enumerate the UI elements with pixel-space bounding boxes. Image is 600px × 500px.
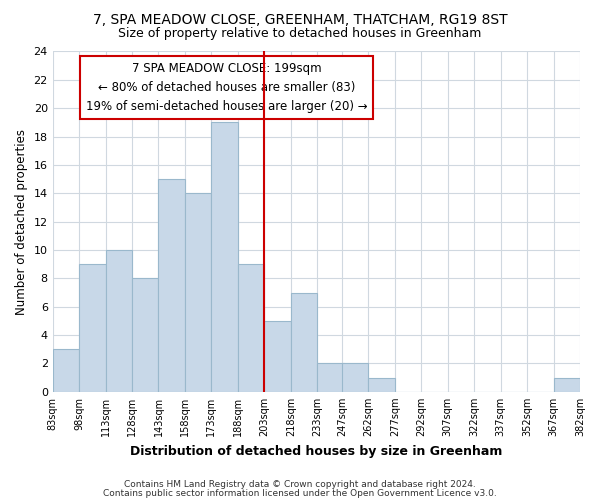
Bar [291,292,317,392]
Bar [158,179,185,392]
Bar [185,194,211,392]
Bar [211,122,238,392]
Bar [238,264,265,392]
Bar [79,264,106,392]
Bar [342,364,368,392]
Bar [317,364,344,392]
Bar [106,250,132,392]
Text: 7 SPA MEADOW CLOSE: 199sqm
← 80% of detached houses are smaller (83)
19% of semi: 7 SPA MEADOW CLOSE: 199sqm ← 80% of deta… [86,62,367,112]
Text: Size of property relative to detached houses in Greenham: Size of property relative to detached ho… [118,28,482,40]
Y-axis label: Number of detached properties: Number of detached properties [15,128,28,314]
Bar [265,321,291,392]
X-axis label: Distribution of detached houses by size in Greenham: Distribution of detached houses by size … [130,444,503,458]
Text: Contains public sector information licensed under the Open Government Licence v3: Contains public sector information licen… [103,488,497,498]
Bar [368,378,395,392]
Bar [53,350,79,392]
Bar [554,378,580,392]
Bar [132,278,158,392]
Text: 7, SPA MEADOW CLOSE, GREENHAM, THATCHAM, RG19 8ST: 7, SPA MEADOW CLOSE, GREENHAM, THATCHAM,… [92,12,508,26]
Text: Contains HM Land Registry data © Crown copyright and database right 2024.: Contains HM Land Registry data © Crown c… [124,480,476,489]
